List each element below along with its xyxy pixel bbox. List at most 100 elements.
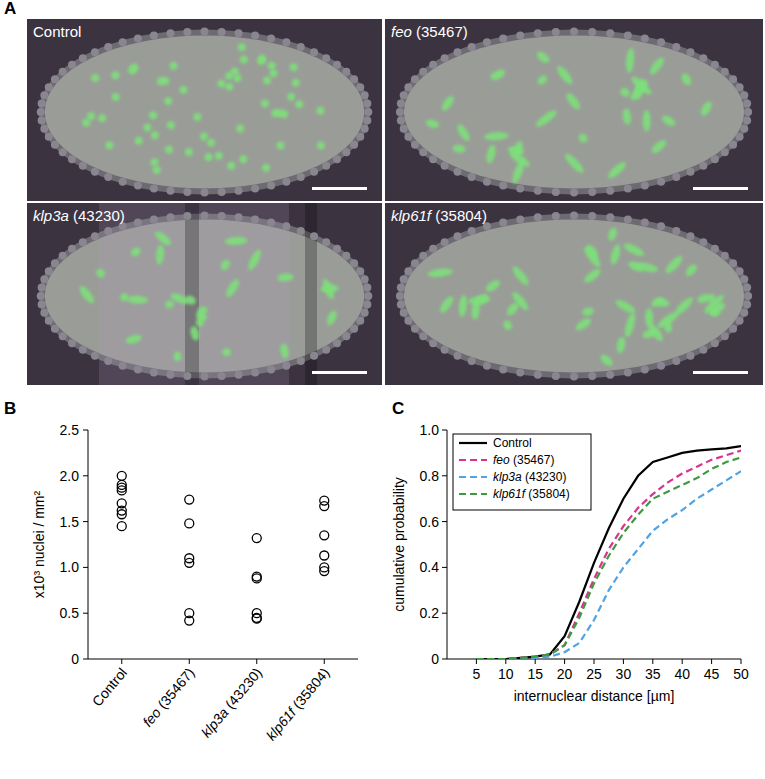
x-tick-label: feo (35467): [139, 665, 197, 730]
cortex-bump: [235, 213, 243, 221]
nucleus: [494, 67, 507, 79]
cortex-bump: [134, 181, 142, 189]
cortex-bump: [79, 54, 87, 62]
cortex-bump: [397, 100, 405, 108]
image-label: Control: [33, 23, 81, 40]
y-tick-label: 0.6: [420, 514, 440, 530]
micrograph: [27, 203, 382, 385]
nucleus: [256, 55, 267, 66]
legend: Controlfeo (35467)klp3a (43230)klp61f (3…: [453, 434, 591, 510]
cortex-bump: [59, 252, 67, 260]
cortex-bump: [45, 267, 53, 275]
scale-bar: [312, 371, 367, 374]
panel-letter: A: [4, 0, 16, 18]
nucleus: [425, 118, 440, 130]
y-tick-label: 0.5: [60, 605, 80, 621]
nucleus: [628, 78, 650, 102]
cortex-bump: [235, 187, 243, 195]
cortex-bump: [310, 232, 318, 240]
cortex-bump: [657, 178, 665, 186]
nucleus: [129, 62, 140, 73]
nucleus: [173, 351, 182, 361]
cortex-bump: [606, 187, 614, 195]
cortex-bump: [397, 284, 405, 292]
cortex-bump: [267, 365, 275, 373]
nucleus: [455, 123, 472, 143]
cortex-bump: [624, 369, 632, 377]
cortex-bump: [51, 259, 59, 267]
x-tick-label: 50: [733, 666, 749, 682]
data-point: [185, 558, 194, 567]
nucleus: [184, 147, 194, 157]
y-tick: [83, 475, 88, 476]
cortex-bump: [588, 28, 596, 36]
cortex-bump: [552, 28, 560, 36]
nucleus: [222, 348, 232, 357]
cortex-bump: [218, 212, 226, 220]
nucleus: [623, 312, 637, 338]
x-tick: [711, 659, 712, 664]
x-axis-label: internuclear distance [µm]: [514, 688, 675, 704]
image-background: [385, 203, 763, 385]
cortex-bump: [454, 352, 462, 360]
cortex-bump: [150, 185, 158, 193]
cortex-bump: [38, 300, 46, 308]
nucleus: [643, 110, 651, 132]
nucleus: [112, 93, 120, 101]
cortex-bump: [711, 61, 719, 69]
nucleus: [598, 352, 614, 368]
cortex-bump: [251, 185, 259, 193]
cortex-bump: [297, 173, 305, 181]
y-tick-label: 1.5: [60, 514, 80, 530]
cortex-bump: [588, 372, 596, 380]
embryo-edge: [39, 30, 371, 195]
cortex-bump: [267, 35, 275, 43]
cortex-bump: [740, 309, 748, 317]
scale-bar: [312, 187, 367, 190]
cortex-bump: [729, 141, 737, 149]
x-tick-label: 5: [473, 666, 481, 682]
cortex-bump: [570, 372, 578, 380]
cortex-bump: [297, 227, 305, 235]
data-point: [117, 510, 126, 519]
cortex-bump: [333, 339, 341, 347]
y-axis: [88, 430, 89, 659]
cortex-bump: [744, 108, 752, 116]
x-axis: [88, 659, 358, 660]
nucleus: [126, 295, 148, 304]
cortex-bump: [672, 173, 680, 181]
cortex-bump: [686, 232, 694, 240]
cortex-bump: [396, 108, 404, 116]
nucleus: [632, 78, 646, 101]
points: [117, 471, 329, 625]
cortex-bump: [468, 357, 476, 365]
y-tick: [83, 659, 88, 660]
image-label: feo (35467): [391, 23, 468, 40]
cortex-bump: [363, 300, 371, 308]
cortex-bump: [552, 212, 560, 220]
cortex-bump: [38, 116, 46, 124]
data-point: [252, 534, 261, 543]
cortex-bump: [404, 267, 412, 275]
cortex-bump: [79, 346, 87, 354]
y-tick: [83, 567, 88, 568]
cortex-bump: [711, 245, 719, 253]
nucleus: [195, 311, 208, 322]
nucleus: [616, 336, 627, 354]
nucleus: [279, 343, 290, 359]
nucleus: [316, 141, 326, 151]
image-background: [27, 203, 382, 385]
cortex-bump: [119, 362, 127, 370]
cortex-bump: [468, 173, 476, 181]
cortex-bump: [429, 155, 437, 163]
nucleus: [577, 132, 589, 144]
cortex-bump: [134, 219, 142, 227]
cortex-bump: [282, 178, 290, 186]
cortex-bump: [468, 43, 476, 51]
cortex-bump: [588, 188, 596, 196]
y-tick-label: 0: [431, 651, 439, 667]
nucleus: [224, 277, 242, 299]
cortex-bump: [441, 238, 449, 246]
cortex-bump: [68, 245, 76, 253]
nucleus: [219, 258, 232, 272]
